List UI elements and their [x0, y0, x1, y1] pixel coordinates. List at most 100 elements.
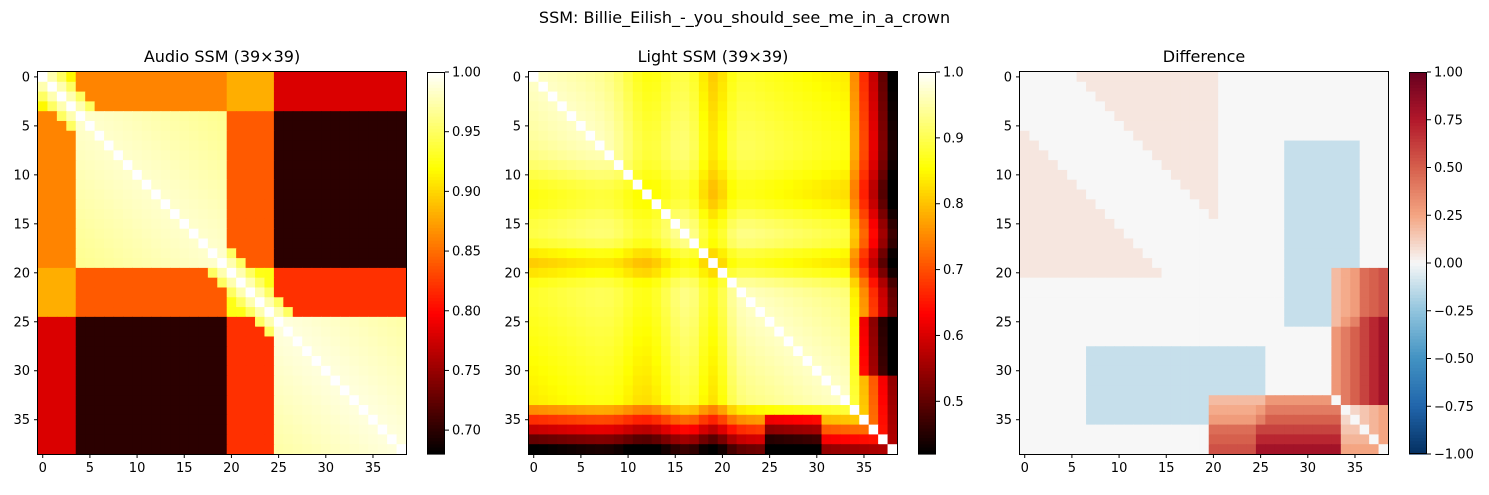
heatmap-cell: [604, 336, 615, 347]
heatmap-cell: [1104, 297, 1115, 308]
colorbar-segment: [427, 75, 445, 79]
heatmap-cell: [198, 365, 209, 377]
heatmap-cell: [604, 385, 615, 396]
heatmap-cell: [746, 414, 757, 426]
heatmap-cell: [1086, 91, 1097, 102]
heatmap-cell: [849, 189, 860, 200]
heatmap-cell: [840, 267, 851, 279]
heatmap-cell: [160, 140, 171, 151]
heatmap-cell: [708, 111, 719, 122]
heatmap-cell: [849, 101, 860, 112]
heatmap-cell: [66, 336, 77, 347]
heatmap-cell: [547, 199, 558, 210]
heatmap-cell: [179, 248, 190, 259]
heatmap-cell: [1246, 395, 1257, 406]
heatmap-cell: [179, 336, 190, 347]
heatmap-cell: [1274, 72, 1285, 83]
heatmap-cell: [1038, 414, 1049, 426]
heatmap-cell: [66, 405, 77, 416]
heatmap-cell: [273, 434, 284, 445]
heatmap-cell: [1142, 287, 1153, 298]
heatmap-cell: [547, 238, 558, 249]
heatmap-cell: [151, 189, 162, 200]
heatmap-cell: [56, 424, 67, 436]
heatmap-cell: [736, 395, 747, 406]
heatmap-cell: [576, 238, 587, 249]
colorbar-segment: [918, 148, 936, 153]
heatmap-cell: [1350, 375, 1361, 387]
heatmap-cell: [1227, 385, 1238, 396]
heatmap-cell: [245, 414, 256, 426]
heatmap-cell: [1293, 218, 1304, 230]
heatmap-cell: [1114, 307, 1125, 318]
heatmap-cell: [85, 346, 96, 357]
heatmap-cell: [1152, 307, 1163, 318]
colorbar-segment: [918, 415, 936, 420]
heatmap-cell: [1161, 81, 1172, 93]
heatmap-cell: [1274, 179, 1285, 191]
heatmap-cell: [283, 336, 294, 347]
colorbar-segment: [427, 167, 445, 172]
heatmap-cell: [830, 189, 841, 200]
heatmap-cell: [1246, 160, 1257, 171]
heatmap-cell: [717, 336, 728, 347]
heatmap-cell: [339, 160, 350, 171]
heatmap-cell: [1293, 169, 1304, 181]
light-ssm-plot-frame: [528, 71, 898, 455]
heatmap-cell: [566, 140, 577, 151]
heatmap-cell: [1104, 326, 1115, 338]
heatmap-cell: [717, 120, 728, 132]
heatmap-cell: [1331, 72, 1342, 83]
heatmap-cell: [651, 91, 662, 102]
heatmap-cell: [273, 375, 284, 387]
heatmap-cell: [585, 130, 596, 142]
heatmap-cell: [141, 160, 152, 171]
heatmap-cell: [75, 72, 86, 83]
heatmap-cell: [576, 101, 587, 112]
colorbar-segment: [918, 352, 936, 356]
heatmap-cell: [859, 336, 870, 347]
heatmap-cell: [585, 287, 596, 298]
heatmap-cell: [1208, 287, 1219, 298]
heatmap-cell: [226, 130, 237, 142]
heatmap-cell: [642, 199, 653, 210]
heatmap-cell: [812, 218, 823, 230]
heatmap-cell: [1123, 238, 1134, 249]
heatmap-cell: [273, 277, 284, 289]
heatmap-cell: [802, 72, 813, 83]
heatmap-cell: [566, 130, 577, 142]
heatmap-cell: [1086, 140, 1097, 151]
heatmap-cell: [1227, 209, 1238, 220]
heatmap-cell: [727, 316, 738, 328]
heatmap-cell: [217, 375, 228, 387]
heatmap-cell: [840, 189, 851, 200]
heatmap-cell: [264, 365, 275, 377]
heatmap-cell: [1340, 228, 1351, 240]
heatmap-cell: [538, 150, 549, 161]
colorbar-segment: [427, 132, 445, 137]
heatmap-cell: [1067, 160, 1078, 171]
heatmap-cell: [75, 120, 86, 132]
heatmap-cell: [1180, 297, 1191, 308]
heatmap-cell: [1378, 179, 1389, 191]
heatmap-cell: [236, 385, 247, 396]
heatmap-cell: [1265, 91, 1276, 102]
heatmap-cell: [1152, 218, 1163, 230]
heatmap-cell: [1369, 81, 1380, 93]
heatmap-cell: [94, 316, 105, 328]
heatmap-cell: [1029, 209, 1040, 220]
heatmap-cell: [396, 307, 407, 318]
heatmap-cell: [94, 434, 105, 445]
heatmap-cell: [1227, 130, 1238, 142]
heatmap-cell: [1255, 209, 1266, 220]
heatmap-cell: [623, 140, 634, 151]
heatmap-cell: [264, 140, 275, 151]
heatmap-cell: [632, 395, 643, 406]
colorbar-segment: [427, 438, 445, 442]
heatmap-cell: [1199, 414, 1210, 426]
heatmap-cell: [1321, 120, 1332, 132]
heatmap-cell: [132, 375, 143, 387]
heatmap-cell: [311, 150, 322, 161]
heatmap-cell: [47, 297, 58, 308]
colorbar-segment: [918, 377, 936, 382]
